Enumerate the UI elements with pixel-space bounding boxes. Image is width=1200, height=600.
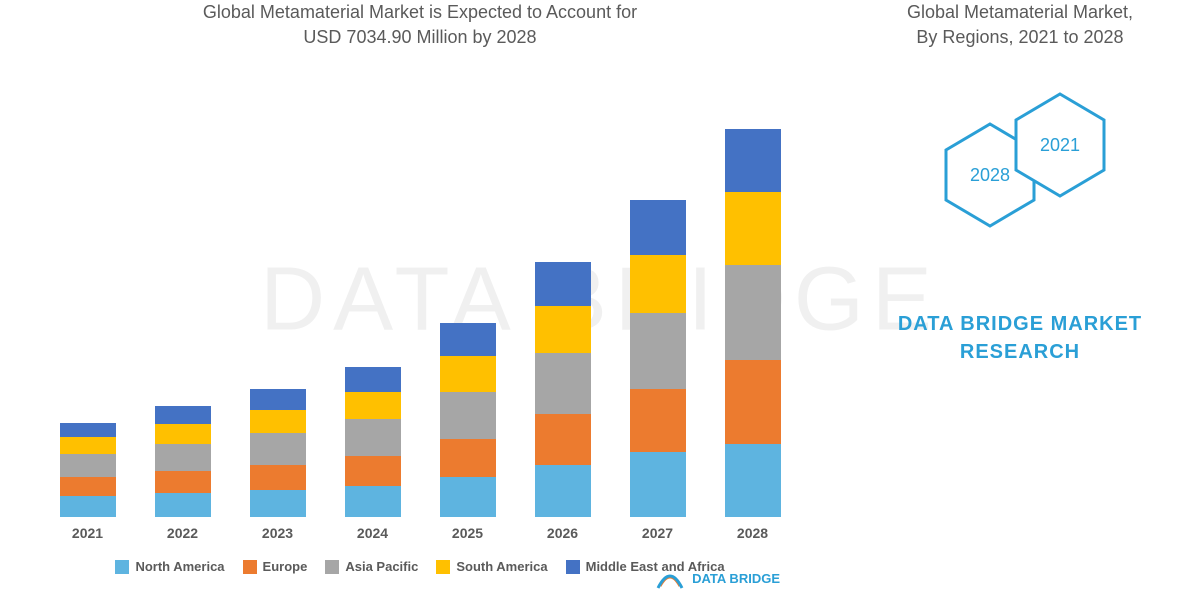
bar-year-label: 2026 bbox=[547, 525, 578, 541]
bar-segment bbox=[630, 452, 686, 517]
chart-title-line1: Global Metamaterial Market is Expected t… bbox=[203, 2, 637, 22]
bar-year-label: 2027 bbox=[642, 525, 673, 541]
hex-label-front: 2021 bbox=[1040, 135, 1080, 156]
legend-swatch bbox=[566, 560, 580, 574]
bar-segment bbox=[250, 433, 306, 465]
legend-label: Middle East and Africa bbox=[586, 559, 725, 574]
legend-swatch bbox=[243, 560, 257, 574]
bar-stack bbox=[440, 323, 496, 517]
bar-segment bbox=[535, 306, 591, 353]
bar-segment bbox=[155, 471, 211, 493]
legend-label: Europe bbox=[263, 559, 308, 574]
chart-legend: North America Europe Asia Pacific South Ame… bbox=[30, 553, 810, 580]
bar-segment bbox=[440, 477, 496, 517]
bar-segment bbox=[155, 424, 211, 444]
right-title-line1: Global Metamaterial Market, bbox=[907, 2, 1133, 22]
right-title-line2: By Regions, 2021 to 2028 bbox=[916, 27, 1123, 47]
bar-segment bbox=[155, 493, 211, 517]
bar-segment bbox=[725, 129, 781, 192]
bar-segment bbox=[345, 486, 401, 518]
bar-group: 2026 bbox=[528, 262, 598, 541]
bar-year-label: 2024 bbox=[357, 525, 388, 541]
bar-segment bbox=[60, 423, 116, 438]
bar-segment bbox=[535, 262, 591, 306]
legend-swatch bbox=[325, 560, 339, 574]
bar-stack bbox=[250, 389, 306, 517]
bar-group: 2025 bbox=[433, 323, 503, 541]
legend-item: Asia Pacific bbox=[325, 559, 418, 574]
bar-segment bbox=[535, 353, 591, 414]
bar-segment bbox=[250, 465, 306, 490]
bar-stack bbox=[155, 406, 211, 517]
legend-label: South America bbox=[456, 559, 547, 574]
bar-year-label: 2022 bbox=[167, 525, 198, 541]
bar-segment bbox=[60, 454, 116, 477]
brand-text: DATA BRIDGE MARKET RESEARCH bbox=[898, 310, 1142, 366]
bar-segment bbox=[345, 456, 401, 485]
bar-segment bbox=[725, 444, 781, 518]
hex-label-back: 2028 bbox=[970, 165, 1010, 186]
bar-year-label: 2025 bbox=[452, 525, 483, 541]
legend-item: North America bbox=[115, 559, 224, 574]
legend-swatch bbox=[115, 560, 129, 574]
bar-stack bbox=[630, 200, 686, 517]
bar-segment bbox=[725, 265, 781, 360]
legend-swatch bbox=[436, 560, 450, 574]
bar-group: 2024 bbox=[338, 367, 408, 541]
bar-group: 2023 bbox=[243, 389, 313, 541]
hexagon-graphic: 2028 2021 bbox=[920, 90, 1120, 270]
bar-segment bbox=[535, 414, 591, 464]
legend-label: Asia Pacific bbox=[345, 559, 418, 574]
legend-label: North America bbox=[135, 559, 224, 574]
legend-item: Middle East and Africa bbox=[566, 559, 725, 574]
bar-segment bbox=[345, 392, 401, 419]
bar-year-label: 2023 bbox=[262, 525, 293, 541]
bar-group: 2028 bbox=[718, 129, 788, 542]
chart-title: Global Metamaterial Market is Expected t… bbox=[30, 0, 810, 50]
bar-stack bbox=[725, 129, 781, 518]
bar-year-label: 2021 bbox=[72, 525, 103, 541]
chart-area: 2021 2022 2023 2024 2025 2026 2027 2028 bbox=[30, 60, 810, 541]
bar-segment bbox=[345, 367, 401, 392]
bar-year-label: 2028 bbox=[737, 525, 768, 541]
hexagon-front: 2021 bbox=[1010, 90, 1110, 200]
bar-group: 2027 bbox=[623, 200, 693, 541]
bar-segment bbox=[630, 255, 686, 314]
bar-segment bbox=[345, 419, 401, 456]
bar-stack bbox=[535, 262, 591, 517]
bar-segment bbox=[440, 439, 496, 477]
bar-segment bbox=[630, 389, 686, 452]
bar-segment bbox=[60, 437, 116, 454]
bar-segment bbox=[250, 389, 306, 410]
bar-segment bbox=[725, 360, 781, 444]
bar-segment bbox=[250, 410, 306, 433]
bar-segment bbox=[535, 465, 591, 518]
bar-segment bbox=[440, 392, 496, 439]
bar-segment bbox=[155, 406, 211, 424]
legend-item: South America bbox=[436, 559, 547, 574]
chart-panel: Global Metamaterial Market is Expected t… bbox=[0, 0, 840, 600]
main-container: Global Metamaterial Market is Expected t… bbox=[0, 0, 1200, 600]
bar-group: 2022 bbox=[148, 406, 218, 541]
brand-line2: RESEARCH bbox=[960, 341, 1080, 363]
bar-stack bbox=[60, 423, 116, 517]
bar-segment bbox=[250, 490, 306, 517]
bar-segment bbox=[440, 323, 496, 357]
bar-segment bbox=[630, 313, 686, 389]
right-title: Global Metamaterial Market, By Regions, … bbox=[907, 0, 1133, 50]
bar-segment bbox=[60, 496, 116, 517]
brand-line1: DATA BRIDGE MARKET bbox=[898, 313, 1142, 335]
chart-title-line2: USD 7034.90 Million by 2028 bbox=[303, 27, 536, 47]
bar-segment bbox=[630, 200, 686, 255]
bar-segment bbox=[725, 192, 781, 266]
bar-stack bbox=[345, 367, 401, 517]
bar-segment bbox=[440, 356, 496, 392]
bar-segment bbox=[60, 477, 116, 496]
legend-item: Europe bbox=[243, 559, 308, 574]
right-panel: Global Metamaterial Market, By Regions, … bbox=[840, 0, 1200, 600]
bar-segment bbox=[155, 444, 211, 471]
bar-group: 2021 bbox=[53, 423, 123, 541]
